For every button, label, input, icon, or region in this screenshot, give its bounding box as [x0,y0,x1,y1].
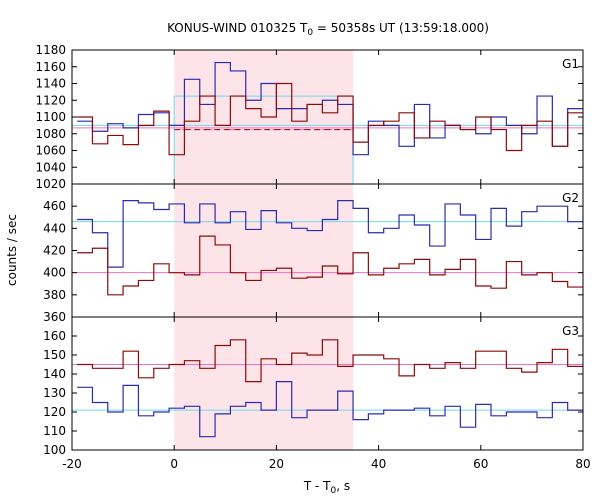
chart-title-prefix: KONUS-WIND 010325 T [167,21,308,35]
panel-G1-y-tick-label: 1080 [35,127,66,141]
panel-G1-y-tick-label: 1160 [35,60,66,74]
panel-G1-series-red [77,82,583,156]
x-axis-label-suffix: , s [336,479,350,493]
panel-G2-y-tick-label: 440 [43,221,66,235]
panel-G2-y-tick-label: 400 [43,266,66,280]
panel-label-G3: G3 [562,324,579,338]
x-tick-label: 60 [473,457,488,471]
x-tick-label: 40 [371,457,386,471]
panel-G3-series-blue [77,381,583,438]
y-axis-label: counts / sec [5,214,19,286]
panel-G3-y-tick-label: 110 [43,424,66,438]
panel-G2-y-tick-label: 420 [43,244,66,258]
panel-G2-y-tick-label: 360 [43,310,66,324]
x-axis-label-sub: 0 [331,486,337,496]
panel-G3-y-tick-label: 140 [43,367,66,381]
x-tick-label: 20 [269,457,284,471]
panel-G2-series-blue [77,200,583,268]
panel-G3-y-tick-label: 100 [43,443,66,457]
x-tick-label: 80 [575,457,590,471]
panel-G3-y-tick-label: 160 [43,329,66,343]
panel-G2-y-tick-label: 460 [43,199,66,213]
plot-layer: 102010401060108011001120114011601180G136… [35,43,590,471]
panel-G1-y-tick-label: 1020 [35,177,66,191]
panel-G2-y-tick-label: 380 [43,288,66,302]
panel-G3-y-tick-label: 130 [43,386,66,400]
panel-G3-y-tick-label: 150 [43,348,66,362]
panel-G1-y-tick-label: 1120 [35,93,66,107]
panel-label-G2: G2 [562,191,579,205]
panel-G1-y-tick-label: 1180 [35,43,66,57]
x-tick-label: -20 [62,457,82,471]
panel-G3-y-tick-label: 120 [43,405,66,419]
panel-G2-series-red [77,235,583,296]
chart-title-suffix: = 50358s UT (13:59:18.000) [313,21,489,35]
shaded-interval [174,50,354,450]
x-axis-label-prefix: T - T [303,479,331,493]
chart-title: KONUS-WIND 010325 T0 = 50358s UT (13:59:… [167,21,489,38]
panel-G3-series-red [77,339,583,383]
panel-label-G1: G1 [562,57,579,71]
chart-title-sub: 0 [307,28,313,38]
panel-G1-y-tick-label: 1060 [35,144,66,158]
panel-G1-y-tick-label: 1100 [35,110,66,124]
panel-G3-frame [71,316,584,451]
panel-G1-y-tick-label: 1040 [35,160,66,174]
x-axis-label: T - T0, s [303,479,350,496]
x-tick-label: 0 [170,457,178,471]
panel-G1-y-tick-label: 1140 [35,77,66,91]
